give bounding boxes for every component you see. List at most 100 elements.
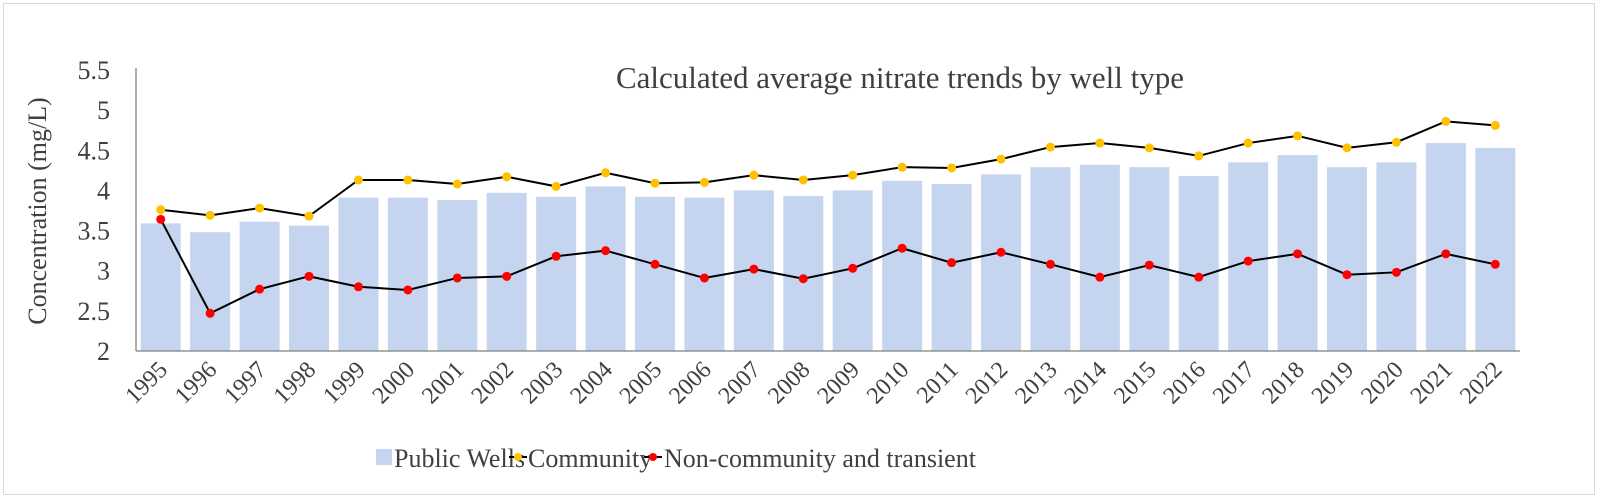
point-1-2022 [1490, 120, 1500, 130]
y-tick-label: 5.5 [78, 56, 111, 85]
bar-1996 [190, 232, 231, 351]
bar-2010 [882, 180, 923, 351]
x-tick-label: 2009 [813, 357, 865, 409]
point-1-2008 [798, 175, 808, 185]
point-1-2003 [551, 181, 561, 191]
x-tick-label: 2020 [1356, 357, 1408, 409]
x-tick-label: 2021 [1406, 357, 1458, 409]
point-2-2010 [897, 243, 907, 253]
point-1-2014 [1095, 138, 1105, 148]
x-tick-label: 2002 [467, 357, 519, 409]
point-1-1999 [353, 175, 363, 185]
x-tick-label: 1996 [170, 357, 222, 409]
y-tick-label: 5 [97, 96, 110, 125]
x-tick-label: 2004 [565, 357, 617, 409]
point-2-2008 [798, 274, 808, 284]
point-1-2017 [1243, 138, 1253, 148]
chart-title: Calculated average nitrate trends by wel… [616, 60, 1184, 95]
x-tick-label: 2018 [1257, 357, 1309, 409]
point-2-2022 [1490, 259, 1500, 269]
point-2-2019 [1342, 270, 1352, 280]
y-tick-label: 4.5 [78, 136, 111, 165]
bar-2016 [1178, 175, 1219, 351]
series-line-2 [159, 218, 1496, 315]
bar-2019 [1327, 167, 1367, 351]
point-2-1996 [205, 308, 215, 318]
chart-frame [3, 3, 1595, 495]
x-tick-label: 2017 [1208, 357, 1260, 409]
x-tick-label: 1999 [318, 357, 370, 409]
y-axis-label: Concentration (mg/L) [23, 97, 52, 324]
bar-2012 [981, 174, 1021, 351]
bar-2008 [783, 196, 824, 351]
point-1-2021 [1441, 116, 1451, 126]
bar-2003 [536, 196, 577, 351]
point-2-2021 [1441, 249, 1451, 259]
point-1-2020 [1391, 137, 1401, 147]
point-2-2020 [1391, 267, 1401, 277]
x-tick-label: 2014 [1060, 357, 1112, 409]
legend-label-public-wells: Public Wells [394, 444, 525, 473]
x-tick-label: 2012 [961, 357, 1013, 409]
bar-1995 [140, 223, 181, 351]
point-2-2004 [601, 246, 611, 256]
point-2-2013 [1045, 259, 1055, 269]
point-2-1999 [353, 282, 363, 292]
point-1-1995 [156, 205, 166, 215]
x-tick-label: 1997 [219, 357, 271, 409]
bar-2015 [1129, 167, 1170, 351]
x-tick-label: 2019 [1307, 357, 1359, 409]
point-2-2001 [452, 273, 462, 283]
bar-2022 [1475, 147, 1516, 351]
bar-1998 [289, 225, 329, 351]
legend-label-community: Community [528, 444, 652, 473]
point-1-2007 [749, 170, 759, 180]
point-2-1998 [304, 271, 314, 281]
point-1-2019 [1342, 143, 1352, 153]
bar-2014 [1079, 164, 1120, 351]
point-2-2016 [1194, 272, 1204, 282]
point-2-2005 [650, 259, 660, 269]
point-1-2001 [452, 179, 462, 189]
bar-2020 [1376, 162, 1417, 351]
point-2-1995 [156, 214, 166, 224]
point-1-2011 [947, 163, 957, 173]
bar-2013 [1030, 167, 1071, 351]
bar-1999 [338, 197, 379, 351]
legend-swatch-public-wells [376, 449, 392, 465]
x-tick-label: 1998 [269, 357, 321, 409]
x-tick-label: 2000 [368, 357, 420, 409]
point-2-2002 [502, 271, 512, 281]
point-1-2000 [403, 175, 413, 185]
legend-label-non-community: Non-community and transient [664, 444, 977, 473]
legend-marker-community [514, 453, 522, 461]
series-line-1 [160, 120, 1496, 218]
bar-2000 [387, 197, 428, 351]
x-tick-label: 2007 [714, 357, 766, 409]
point-1-2010 [897, 162, 907, 172]
point-2-2009 [848, 263, 858, 273]
point-2-2014 [1095, 272, 1105, 282]
x-tick-label: 2008 [763, 357, 815, 409]
point-1-1996 [205, 210, 215, 220]
point-2-2015 [1144, 260, 1154, 270]
legend-marker-non-community [649, 453, 657, 461]
point-2-2000 [403, 285, 413, 295]
point-1-2004 [601, 168, 611, 178]
point-1-2018 [1293, 131, 1303, 141]
y-tick-label: 2.5 [78, 297, 111, 326]
x-tick-label: 2005 [615, 357, 667, 409]
legend: Public Wells Community Non-community and… [376, 444, 977, 473]
point-1-2006 [699, 177, 709, 187]
point-2-1997 [255, 284, 265, 294]
x-tick-label: 2013 [1010, 357, 1062, 409]
bar-2004 [585, 186, 626, 351]
x-tick-label: 2022 [1455, 357, 1507, 409]
bar-2011 [931, 184, 972, 351]
x-tick-label: 2016 [1159, 357, 1211, 409]
point-1-2005 [650, 178, 660, 188]
x-tick-label: 1995 [121, 357, 173, 409]
point-1-2012 [996, 154, 1006, 164]
point-1-2015 [1144, 143, 1154, 153]
